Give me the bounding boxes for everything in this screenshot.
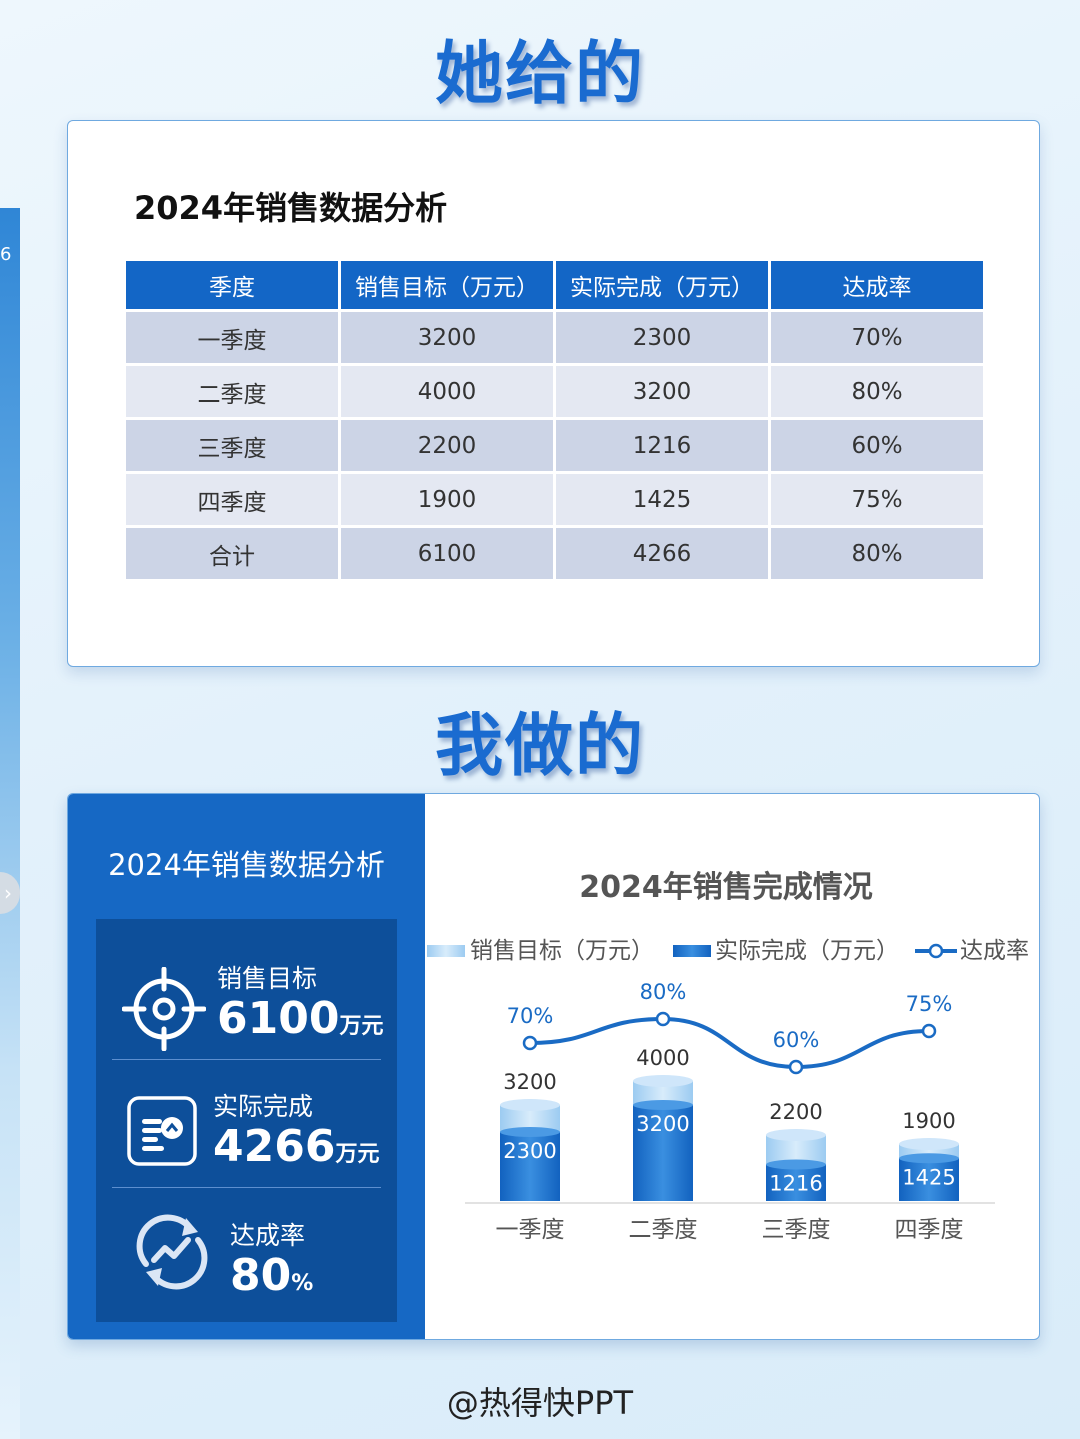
- chevron-right-icon[interactable]: ›: [0, 872, 20, 914]
- stat-label: 销售目标: [217, 964, 318, 993]
- stat-rate: 达成率 80%: [96, 1196, 397, 1326]
- divider: [112, 1059, 381, 1060]
- cell: 3200: [341, 312, 553, 366]
- bar-target-top: [766, 1129, 826, 1141]
- x-tick-label: 二季度: [629, 1217, 698, 1243]
- legend-label-rate: 达成率: [960, 938, 1029, 964]
- cell: 4000: [341, 366, 553, 420]
- cell: 1216: [556, 420, 768, 474]
- bar-actual: [899, 1158, 959, 1201]
- stats-box: 销售目标 6100万元 实际完成 4266万元: [96, 919, 397, 1322]
- redesigned-card: 2024年销售数据分析 销售目标 6100万元: [67, 793, 1040, 1340]
- sales-table: 季度 销售目标（万元） 实际完成（万元） 达成率 一季度 3200 2300 7…: [123, 261, 986, 582]
- table-row-total: 合计 6100 4266 80%: [126, 528, 983, 582]
- rate-label: 60%: [773, 1028, 820, 1052]
- cycle-trend-icon: [136, 1214, 208, 1290]
- bar-actual: [500, 1132, 560, 1201]
- legend-marker-rate: [928, 943, 944, 959]
- cell: 3200: [556, 366, 768, 420]
- author-credit: @热得快PPT: [446, 1384, 634, 1422]
- x-tick-label: 三季度: [762, 1217, 831, 1243]
- data-label-actual: 1216: [769, 1172, 822, 1196]
- table-row: 一季度 3200 2300 70%: [126, 312, 983, 366]
- bar-target-top: [500, 1099, 560, 1111]
- rate-label: 80%: [640, 980, 687, 1004]
- cell: 2300: [556, 312, 768, 366]
- panel-title: 2024年销售数据分析: [108, 848, 385, 882]
- data-label-target: 2200: [769, 1100, 822, 1124]
- cell: 2200: [341, 420, 553, 474]
- target-icon: [122, 967, 206, 1051]
- chart-title: 2024年销售完成情况: [579, 870, 873, 905]
- bar-target-top: [633, 1075, 693, 1087]
- cell: 6100: [341, 528, 553, 582]
- bar-actual-top: [899, 1153, 959, 1164]
- data-label-actual: 1425: [902, 1165, 955, 1189]
- heading-after: 我做的: [434, 707, 645, 786]
- edge-page-number: 6: [0, 244, 12, 265]
- cell: 三季度: [126, 420, 338, 474]
- rate-point: [921, 1023, 937, 1039]
- table-header-row: 季度 销售目标（万元） 实际完成（万元） 达成率: [126, 261, 983, 312]
- original-table-card: 2024年销售数据分析 季度 销售目标（万元） 实际完成（万元） 达成率 一季度…: [67, 120, 1040, 667]
- legend-swatch-actual: [673, 945, 711, 957]
- legend-swatch-target: [427, 945, 465, 957]
- bar-actual-top: [633, 1100, 693, 1110]
- header-actual: 实际完成（万元）: [556, 261, 768, 312]
- rate-point: [655, 1011, 671, 1027]
- cell: 80%: [771, 528, 983, 582]
- rate-point: [788, 1059, 804, 1075]
- stat-value: 6100万元: [217, 993, 384, 1044]
- summary-panel: 2024年销售数据分析 销售目标 6100万元: [68, 794, 425, 1339]
- data-label-actual: 2300: [503, 1139, 556, 1163]
- cell: 4266: [556, 528, 768, 582]
- table-row: 二季度 4000 3200 80%: [126, 366, 983, 420]
- bar-actual: [633, 1105, 693, 1201]
- legend-label-target: 销售目标（万元）: [470, 938, 654, 964]
- x-tick-label: 四季度: [895, 1217, 964, 1243]
- table-title: 2024年销售数据分析: [134, 189, 448, 227]
- table-row: 四季度 1900 1425 75%: [126, 474, 983, 528]
- cell: 一季度: [126, 312, 338, 366]
- x-tick-label: 一季度: [496, 1217, 565, 1243]
- divider: [112, 1187, 381, 1188]
- stat-label: 达成率: [230, 1221, 306, 1250]
- cell: 合计: [126, 528, 338, 582]
- heading-before: 她给的: [434, 35, 645, 114]
- cell: 75%: [771, 474, 983, 528]
- stat-value: 80%: [230, 1250, 314, 1301]
- left-edge-strip: 6: [0, 208, 20, 1439]
- cell: 四季度: [126, 474, 338, 528]
- cell: 二季度: [126, 366, 338, 420]
- bar-target-top: [899, 1138, 959, 1150]
- cell: 1425: [556, 474, 768, 528]
- header-rate: 达成率: [771, 261, 983, 312]
- stat-value: 4266万元: [213, 1121, 380, 1172]
- table-row: 三季度 2200 1216 60%: [126, 420, 983, 474]
- bar-actual: [766, 1164, 826, 1201]
- data-label-target: 4000: [636, 1046, 689, 1070]
- rate-label: 70%: [507, 1004, 554, 1028]
- cell: 80%: [771, 366, 983, 420]
- cell: 60%: [771, 420, 983, 474]
- legend-label-actual: 实际完成（万元）: [715, 938, 899, 964]
- data-label-actual: 3200: [636, 1112, 689, 1136]
- bar-actual-top: [500, 1127, 560, 1137]
- cell: 70%: [771, 312, 983, 366]
- stat-actual: 实际完成 4266万元: [96, 1067, 397, 1197]
- header-target: 销售目标（万元）: [341, 261, 553, 312]
- data-label-target: 3200: [503, 1070, 556, 1094]
- rate-point: [522, 1035, 538, 1051]
- cell: 1900: [341, 474, 553, 528]
- stack-icon: [127, 1096, 197, 1166]
- header-quarter: 季度: [126, 261, 338, 312]
- rate-line: [529, 1016, 930, 1070]
- data-label-target: 1900: [902, 1109, 955, 1133]
- rate-label: 75%: [906, 992, 953, 1016]
- stat-label: 实际完成: [213, 1092, 314, 1121]
- stat-target: 销售目标 6100万元: [96, 939, 397, 1069]
- bar-actual-top: [766, 1159, 826, 1170]
